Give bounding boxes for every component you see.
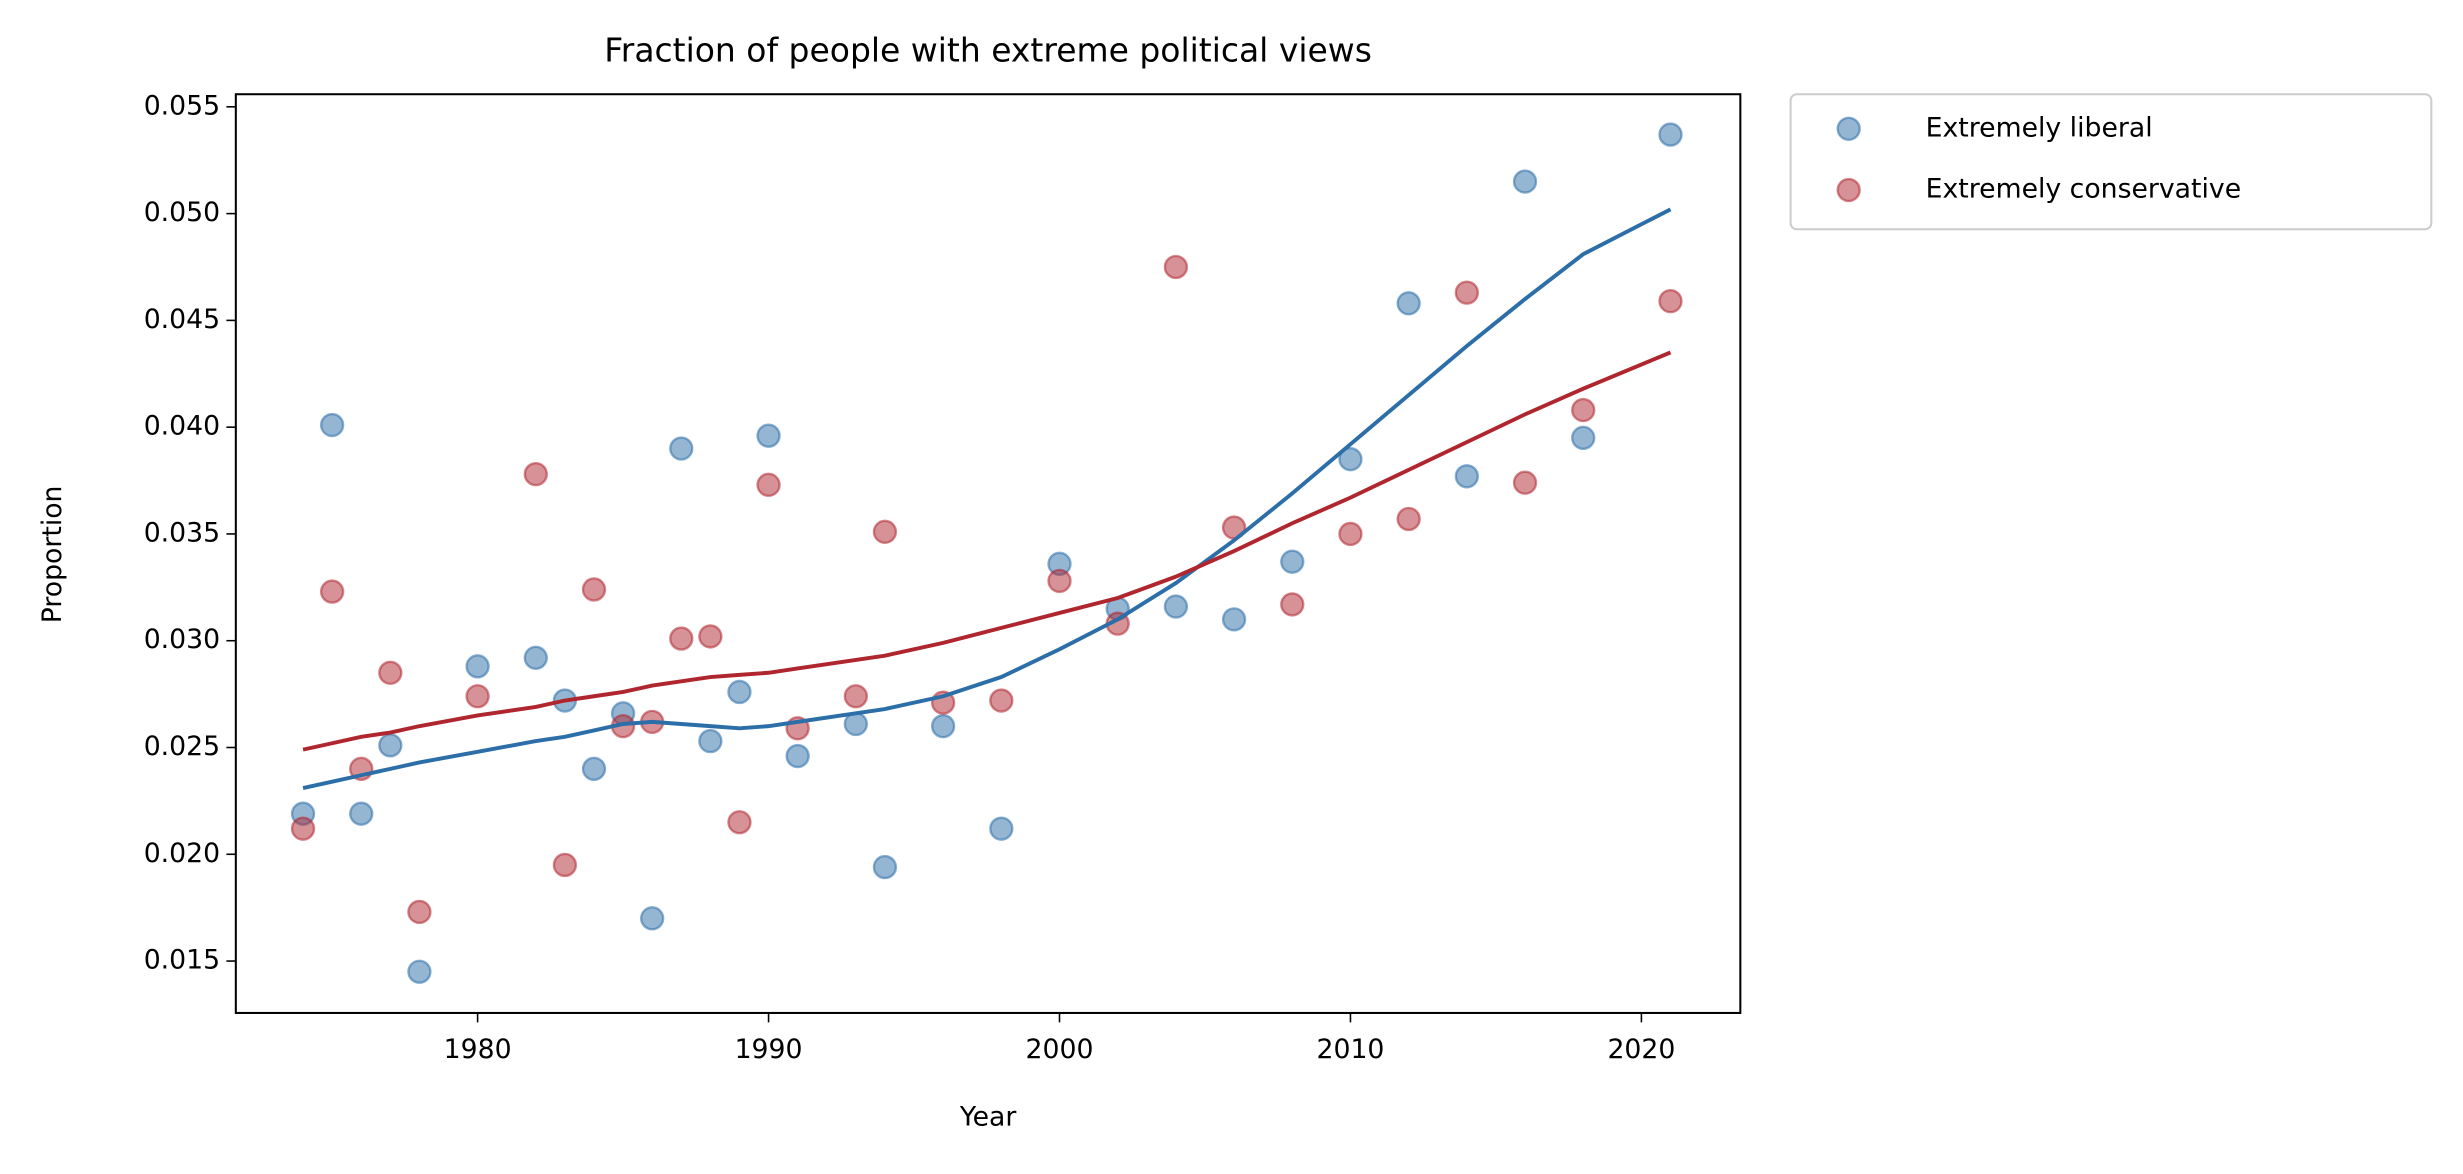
x-tick-label: 2000 (1026, 1034, 1094, 1065)
y-tick-label: 0.050 (144, 197, 220, 228)
x-tick-label: 2020 (1607, 1034, 1675, 1065)
chart-title: Fraction of people with extreme politica… (604, 30, 1372, 69)
data-point (552, 852, 578, 878)
data-point (756, 472, 781, 497)
data-point (1571, 425, 1596, 451)
x-tick-label: 1990 (735, 1034, 803, 1065)
y-axis-label: Proportion (37, 486, 68, 624)
data-point (378, 733, 403, 758)
legend-marker (1836, 116, 1861, 141)
data-point (727, 810, 752, 835)
y-tick-label: 0.020 (144, 838, 220, 869)
data-point (989, 688, 1014, 713)
y-tick-label: 0.035 (144, 517, 220, 548)
data-point (1221, 607, 1247, 632)
data-point (523, 461, 548, 487)
data-point (290, 816, 316, 841)
data-point (1338, 521, 1363, 547)
y-tick-label: 0.025 (144, 731, 220, 762)
data-point (843, 684, 869, 709)
x-tick-label: 1980 (444, 1034, 512, 1065)
y-tick-label: 0.045 (144, 304, 220, 335)
data-point (319, 579, 345, 604)
x-tick-label: 2010 (1316, 1034, 1384, 1065)
plot-frame (234, 93, 1742, 1014)
data-point (1338, 447, 1363, 472)
legend-marker (1836, 177, 1861, 203)
data-point (669, 436, 694, 461)
data-point (669, 626, 694, 651)
data-point (640, 906, 665, 931)
data-point (1163, 254, 1189, 280)
data-point (1658, 288, 1683, 314)
data-point (1280, 592, 1305, 617)
data-point (785, 743, 810, 769)
data-point (989, 816, 1014, 841)
data-point (1280, 549, 1305, 574)
y-tick-label: 0.055 (144, 90, 220, 121)
data-point (407, 959, 432, 984)
legend-label: Extremely conservative (1926, 174, 2241, 205)
data-point (581, 756, 607, 782)
trend-line (302, 350, 1672, 752)
data-point (1163, 594, 1189, 619)
data-point (698, 624, 723, 649)
data-point (1512, 470, 1538, 495)
data-point (1658, 122, 1683, 147)
data-point (319, 412, 345, 438)
data-point (465, 654, 490, 679)
data-point (465, 684, 490, 709)
data-point (872, 519, 898, 544)
data-point (1512, 169, 1538, 194)
y-tick-label: 0.015 (144, 945, 220, 976)
data-point (1396, 291, 1421, 316)
data-point (581, 577, 607, 602)
data-point (407, 899, 432, 925)
data-point (1396, 506, 1421, 532)
data-point (872, 854, 898, 880)
data-point (756, 423, 781, 448)
data-point (1571, 397, 1596, 423)
data-point (698, 728, 723, 754)
y-tick-label: 0.030 (144, 624, 220, 655)
legend-label: Extremely liberal (1926, 112, 2153, 143)
trend-line (302, 207, 1672, 790)
legend-box (1789, 93, 2433, 231)
data-point (1454, 464, 1480, 489)
data-point (930, 713, 956, 739)
data-point (349, 801, 374, 826)
data-point (378, 660, 403, 685)
data-point (1454, 280, 1480, 305)
x-axis-label: Year (959, 1102, 1017, 1133)
data-point (727, 679, 752, 705)
data-point (1047, 568, 1072, 594)
data-point (523, 645, 548, 670)
y-tick-label: 0.040 (144, 411, 220, 442)
